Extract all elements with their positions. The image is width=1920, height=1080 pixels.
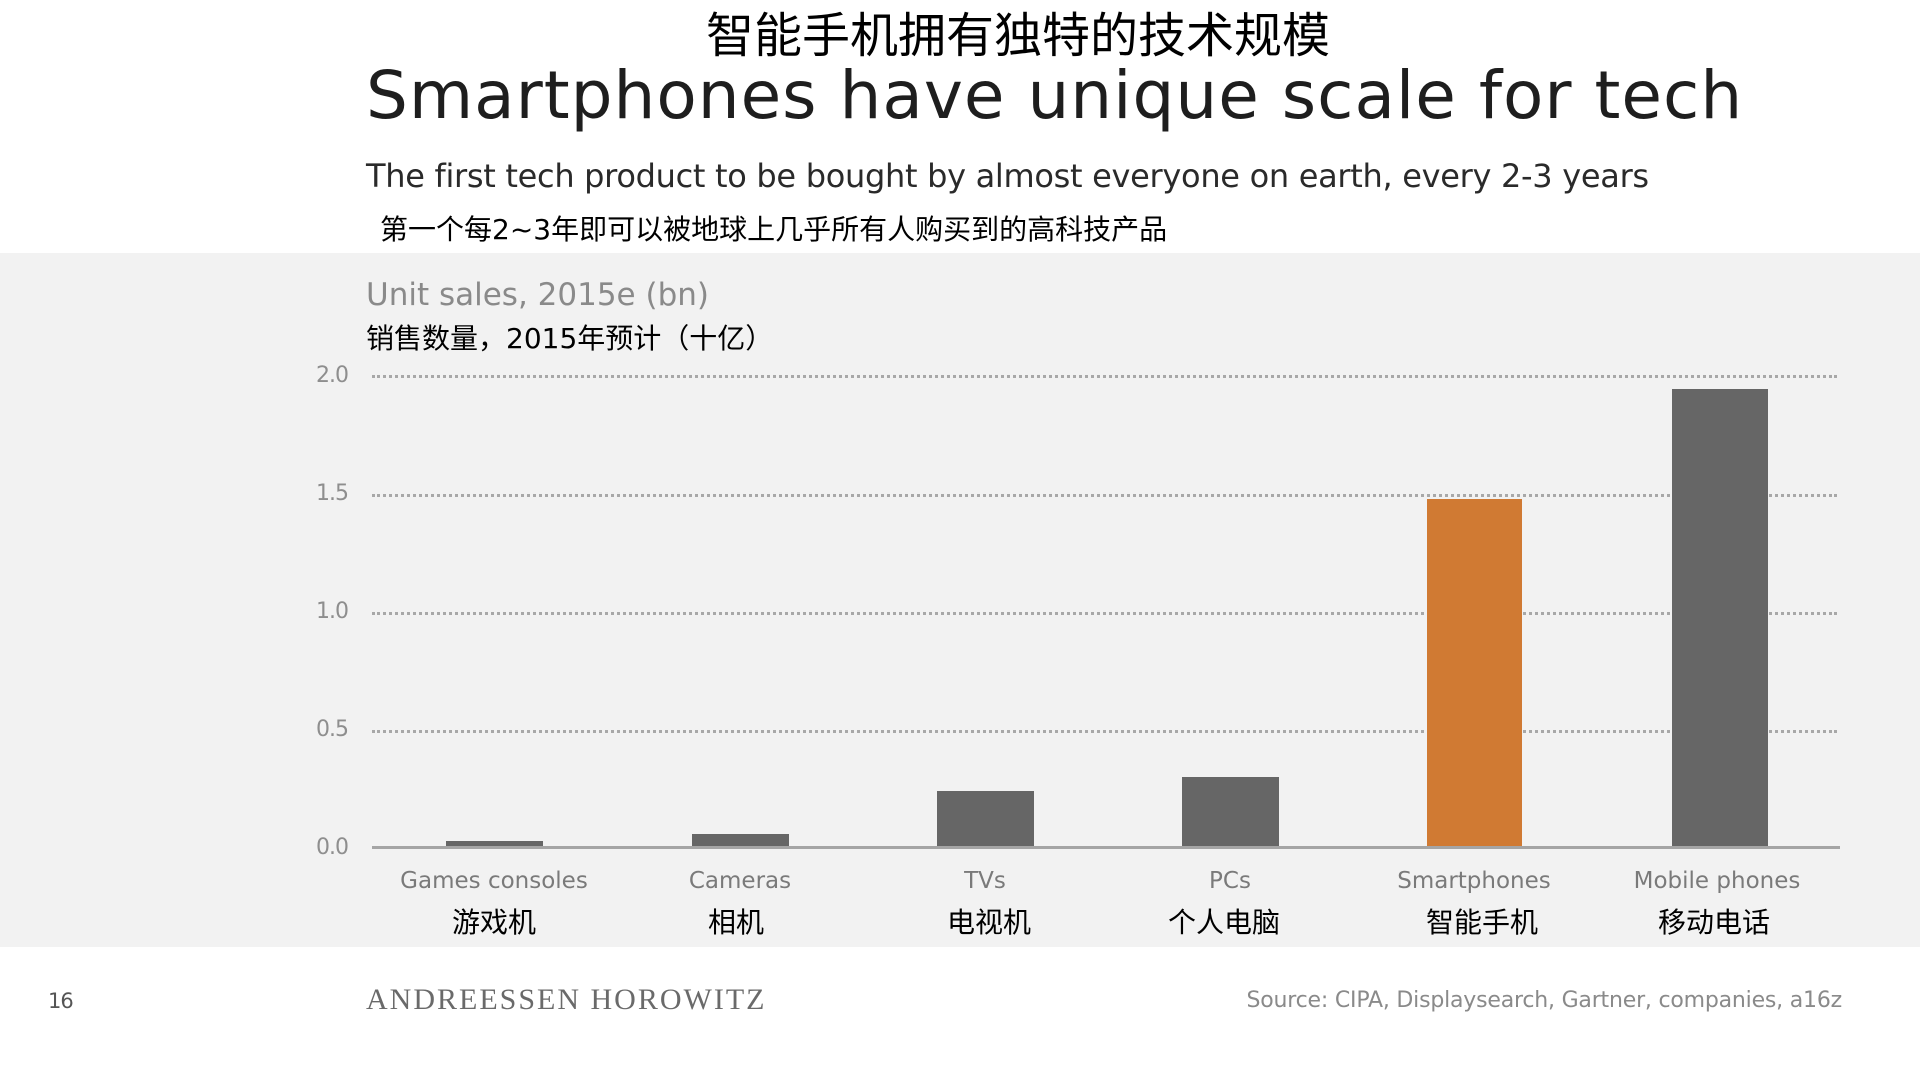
chart-title-chinese: 销售数量，2015年预计（十亿）	[366, 322, 774, 355]
y-tick-label: 0.0	[316, 835, 349, 860]
x-label: Cameras	[688, 868, 792, 894]
gridline	[372, 494, 1837, 497]
slide-subtitle: The first tech product to be bought by a…	[366, 157, 1649, 195]
gridline	[372, 612, 1837, 615]
bar-smartphones	[1427, 499, 1522, 848]
x-label-chinese: 智能手机	[1425, 906, 1538, 939]
source-note: Source: CIPA, Displaysearch, Gartner, co…	[1246, 988, 1843, 1013]
bar-games-consoles	[446, 841, 543, 848]
slide-title: Smartphones have unique scale for tech	[366, 57, 1744, 134]
page-number: 16	[48, 989, 74, 1013]
y-tick-label: 2.0	[316, 363, 349, 388]
slide-title-chinese: 智能手机拥有独特的技术规模	[705, 8, 1330, 64]
bar-tvs	[937, 791, 1034, 848]
bar-mobile-phones	[1672, 389, 1768, 848]
x-label-chinese: 个人电脑	[1167, 906, 1280, 939]
x-label: PCs	[1209, 868, 1251, 894]
x-label-chinese: 电视机	[946, 906, 1031, 939]
x-label: Mobile phones	[1633, 868, 1801, 894]
x-label: Games consoles	[400, 868, 588, 894]
x-axis-line	[372, 846, 1840, 849]
x-label-chinese: 游戏机	[451, 906, 536, 939]
bar-pcs	[1182, 777, 1279, 848]
brand-logo-text: ANDREESSEN HOROWITZ	[366, 983, 767, 1016]
gridline	[372, 730, 1837, 733]
x-label-chinese: 移动电话	[1657, 906, 1770, 939]
bar-cameras	[692, 834, 789, 848]
x-label: Smartphones	[1397, 868, 1551, 894]
y-tick-label: 1.5	[316, 481, 349, 506]
chart-title: Unit sales, 2015e (bn)	[366, 277, 709, 313]
x-label-chinese: 相机	[707, 906, 764, 939]
x-label: TVs	[964, 868, 1006, 894]
y-tick-label: 1.0	[316, 599, 349, 624]
gridline	[372, 375, 1837, 378]
slide-subtitle-chinese: 第一个每2~3年即可以被地球上几乎所有人购买到的高科技产品	[380, 213, 1168, 246]
y-tick-label: 0.5	[316, 717, 349, 742]
